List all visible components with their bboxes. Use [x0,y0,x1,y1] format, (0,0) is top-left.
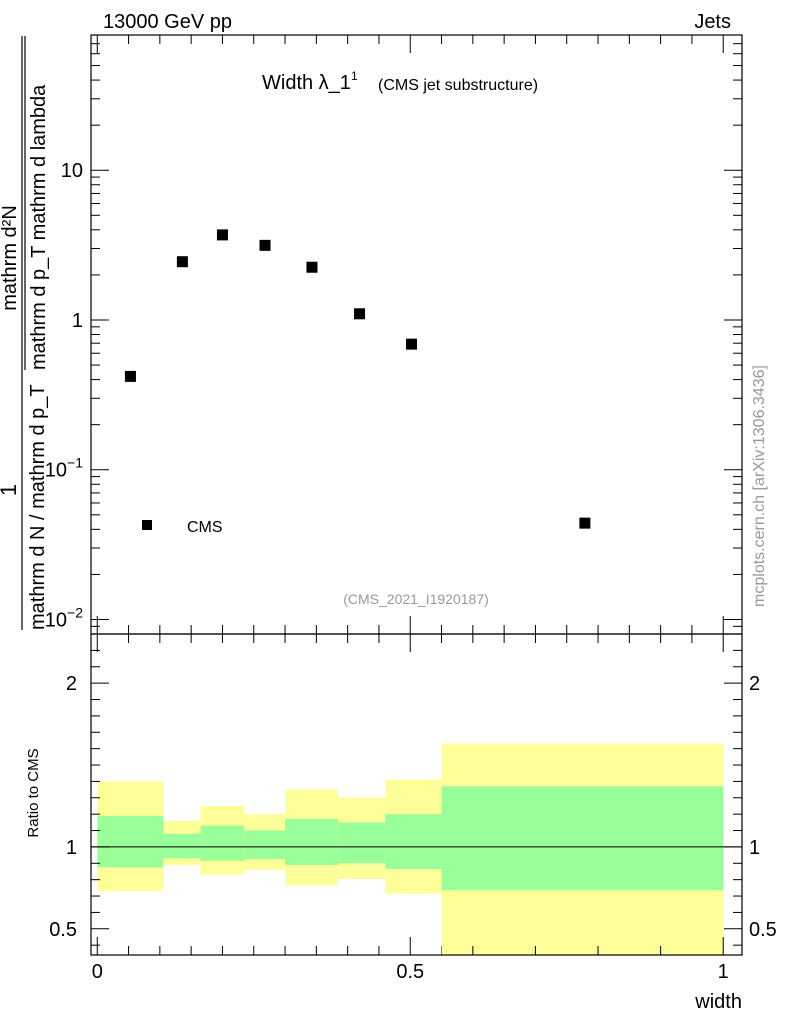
y-tick-label: 10−1 [45,455,83,482]
ratio-y-tick-label-right: 1 [749,837,760,859]
energy-label: 13000 GeV pp [103,11,232,33]
ratio-y-tick-label-right: 0.5 [749,919,777,941]
x-axis-label: width [694,991,742,1013]
y-label-prefix: 1 [0,484,21,496]
y-label-prefix-denominator: mathrm d N / mathrm d p_T [27,384,49,630]
cms-data-point [354,308,366,320]
main-plot: Width λ_11 (CMS jet substructure) (CMS_2… [45,34,743,955]
legend-label-cms: CMS [187,519,223,536]
inner-band-2 [200,825,245,861]
y-label-numerator: mathrm d²N [0,205,21,311]
ratio-y-tick-label-right: 2 [749,673,760,695]
ratio-plot: 0 0.5 1 0.5 0.5 1 1 2 2 [49,35,777,983]
inner-band-4 [285,819,339,865]
inner-band-6 [385,814,442,870]
cms-data-point [124,370,136,382]
plot-title: Width λ_11 [262,69,358,94]
main-frame [90,34,743,635]
legend-marker [142,520,152,530]
y-tick-label: 1 [72,310,83,332]
ratio-y-tick-label-left: 1 [66,837,77,859]
cms-data-point [579,517,591,529]
cms-data-point [216,229,228,241]
y-tick-label: 10−2 [45,604,83,631]
ratio-y-tick-label-left: 0.5 [49,919,77,941]
process-label: Jets [694,11,731,33]
y-tick-label: 10 [61,160,83,182]
mcplots-reference: mcplots.cern.ch [arXiv:1306.3436] [751,365,768,607]
ratio-y-tick-label-left: 2 [66,673,77,695]
y-axis-label: 1 mathrm d N / mathrm d p_T mathrm d²N m… [0,36,50,630]
cms-data-point [405,338,417,350]
y-label-denominator: mathrm d p_T mathrm d lambda [28,84,50,370]
inner-band-7 [441,786,724,891]
x-tick-label: 0 [92,961,103,983]
cms-data-point [259,239,271,251]
ratio-axis-label: Ratio to CMS [25,748,42,837]
ratio-frame [90,633,743,956]
x-tick-label: 0.5 [396,961,424,983]
plot-subtitle: (CMS jet substructure) [378,77,538,94]
x-tick-label: 1 [718,961,729,983]
cms-data-point [306,261,318,273]
cms-data-point [176,256,188,268]
inner-band-3 [244,830,286,860]
inner-band-5 [338,822,386,864]
inner-band-0 [97,815,163,868]
inner-band-1 [162,833,201,859]
analysis-tag: (CMS_2021_I1920187) [343,591,489,607]
